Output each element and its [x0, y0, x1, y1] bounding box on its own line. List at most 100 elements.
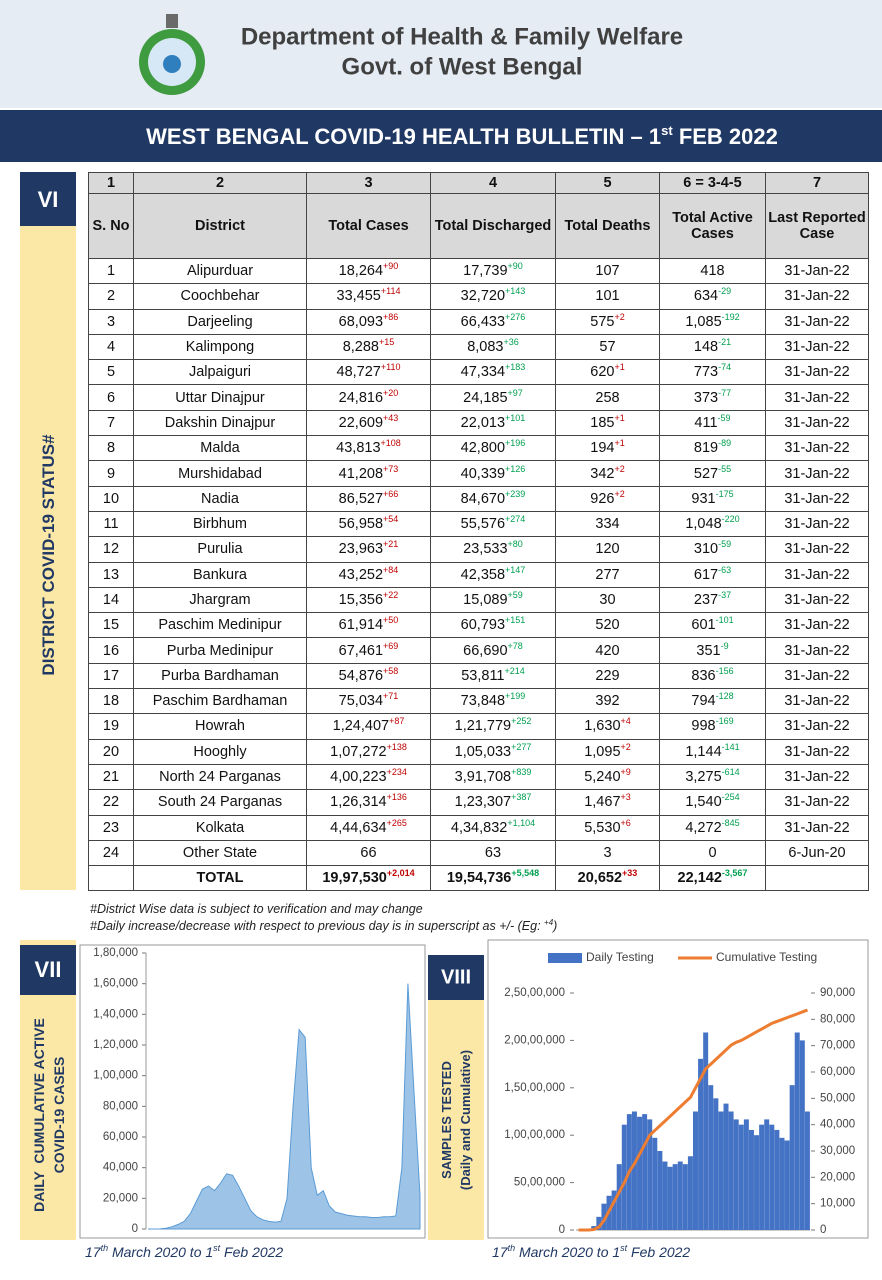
cell: 31-Jan-22	[765, 763, 869, 791]
cell: 31-Jan-22	[765, 738, 869, 765]
column-number: 4	[430, 172, 556, 194]
bar	[647, 1119, 653, 1230]
data-row: 15 Paschim Medinipur 61,914+50 60,793+151 52…	[88, 612, 869, 639]
cell-change: -59	[718, 539, 732, 550]
cell-value: 620	[590, 364, 615, 381]
cell: Jalpaiguri	[133, 359, 307, 386]
bar	[637, 1116, 643, 1230]
cell: 41,208+73	[306, 460, 431, 487]
cell: 19	[88, 713, 134, 740]
cell-value: 5,530	[584, 819, 621, 836]
y-axis-label: SAMPLES TESTED	[439, 1061, 454, 1179]
data-row: 3 Darjeeling 68,093+86 66,433+276 575+2 1,085…	[88, 308, 869, 335]
cell-value: 634	[693, 288, 719, 305]
cell-value: 15,089	[463, 592, 508, 608]
cell-value: 277	[595, 566, 620, 583]
cell: 68,093+86	[306, 308, 431, 335]
bar	[667, 1166, 673, 1230]
cell-change: +4	[620, 716, 631, 727]
cell: 310-59	[659, 536, 766, 563]
cell: Darjeeling	[133, 308, 307, 335]
cell-change: +126	[505, 463, 526, 474]
data-row: 16 Purba Medinipur 67,461+69 66,690+78 420 35…	[88, 637, 869, 664]
cell: 61,914+50	[306, 612, 431, 639]
cell-value: 53,811	[461, 667, 505, 684]
cell-value: 47,334	[460, 364, 506, 381]
cell-value: 3	[603, 844, 612, 861]
bar	[621, 1124, 627, 1230]
cell-value: 56,958	[338, 516, 384, 533]
bar	[779, 1137, 785, 1230]
cell-value: 67,461	[338, 642, 384, 659]
cell: 1,144-141	[659, 738, 766, 765]
cell: Uttar Dinajpur	[133, 384, 307, 411]
data-row: 4 Kalimpong 8,288+15 8,083+36 57 148-21 31-Jan…	[88, 333, 869, 361]
cell-value: 575	[590, 313, 615, 330]
cell-value: 334	[595, 516, 620, 533]
line	[578, 1008, 808, 1232]
cell-change: +2	[614, 311, 625, 322]
caption-part: March 2020 to 1	[108, 1244, 213, 1260]
cell-value: 8,288	[342, 339, 379, 356]
tick-label: 50,00,000	[514, 1177, 565, 1189]
cell: 237-37	[659, 586, 766, 614]
cell-change: +78	[507, 640, 523, 651]
bar	[718, 1111, 724, 1230]
cell-change: +2	[620, 741, 631, 752]
cell: 22,142-3,567	[659, 865, 766, 892]
cell-value: 23,533	[463, 541, 508, 558]
cell: 617-63	[659, 561, 766, 588]
note: #Daily increase/decrease with respect to…	[90, 918, 557, 933]
cell-change: +58	[383, 666, 399, 677]
cell-value: 15,356	[338, 592, 384, 608]
cell: 42,800+196	[430, 435, 556, 462]
cell-value: 107	[595, 263, 620, 280]
cell-value: 1,05,033	[454, 743, 512, 760]
cell: 1,21,779+252	[430, 713, 556, 740]
tick-label: 1,60,000	[93, 978, 138, 990]
tick-label: 1,80,000	[93, 947, 138, 959]
column-number: 7	[765, 172, 869, 194]
cell: 18	[88, 688, 134, 715]
legend-label: Cumulative Testing	[716, 950, 817, 964]
caption-sup: th	[508, 1243, 516, 1253]
cell-value: 4,44,634	[330, 819, 387, 836]
cell: 11	[88, 510, 134, 538]
cell-value: 617	[693, 566, 719, 583]
cell: 16	[88, 637, 134, 664]
column-number: 5	[555, 172, 660, 194]
y-axis-label: DAILY CUMULATIVE ACTIVE	[31, 1018, 47, 1212]
cell: 4,34,832+1,104	[430, 814, 556, 841]
cell: 8,083+36	[430, 333, 556, 361]
cell-value: 185	[590, 414, 615, 431]
cell: 5,240+9	[555, 763, 660, 791]
cell-change: +277	[511, 741, 532, 752]
bar	[601, 1203, 607, 1230]
cell: Murshidabad	[133, 460, 307, 487]
cell-value: 351	[696, 642, 721, 659]
department: Department of Health & Family Welfare	[241, 23, 683, 50]
cell: 6	[88, 384, 134, 411]
cell: 194+1	[555, 435, 660, 462]
cell: 7	[88, 409, 134, 437]
bar	[652, 1137, 658, 1230]
bar	[728, 1111, 734, 1230]
cell-change: +1	[614, 438, 625, 449]
tick-label: 40,000	[820, 1119, 855, 1131]
cell: 31-Jan-22	[765, 460, 869, 487]
cell: 84,670+239	[430, 485, 556, 512]
cell-value: 520	[595, 617, 620, 634]
cell-change: +252	[511, 716, 532, 727]
cell-value: 773	[693, 364, 719, 381]
caption-sup: st	[620, 1243, 628, 1253]
cell-change: -3,567	[721, 868, 748, 879]
cell: 31-Jan-22	[765, 283, 869, 310]
cell-value: 75,034	[338, 693, 384, 710]
cell-value: 86,527	[338, 490, 384, 507]
tick-label: 1,00,000	[93, 1070, 138, 1082]
cell: 31-Jan-22	[765, 359, 869, 386]
cell: 15,089+59	[430, 586, 556, 614]
bar	[754, 1135, 760, 1230]
cell-change: +274	[505, 514, 526, 525]
